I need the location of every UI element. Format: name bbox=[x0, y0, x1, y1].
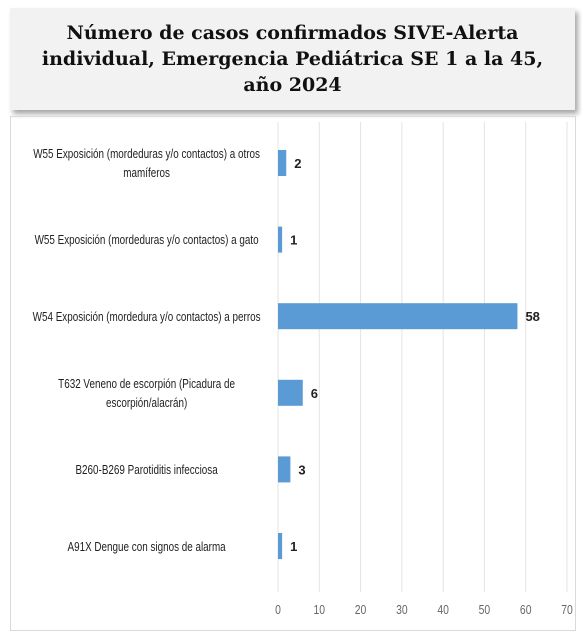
y-tick-label: W55 Exposición (mordeduras y/o contactos… bbox=[33, 146, 260, 180]
x-tick-label: 60 bbox=[520, 603, 532, 617]
chart-title: Número de casos confirmados SIVE-Alerta … bbox=[41, 22, 544, 96]
bar bbox=[278, 379, 303, 406]
x-tick-label: 40 bbox=[437, 603, 449, 617]
title-box: Número de casos confirmados SIVE-Alerta … bbox=[10, 8, 575, 110]
x-tick-label: 20 bbox=[355, 603, 367, 617]
bar bbox=[278, 226, 283, 253]
bar bbox=[278, 456, 291, 483]
plot-frame bbox=[10, 116, 576, 631]
x-tick-label: 10 bbox=[314, 603, 326, 617]
value-label: 1 bbox=[290, 233, 297, 248]
value-label: 2 bbox=[294, 156, 301, 171]
bar bbox=[278, 150, 287, 176]
y-tick-label: A91X Dengue con signos de alarma bbox=[67, 538, 226, 554]
value-label: 3 bbox=[298, 462, 305, 477]
y-tick-label: W55 Exposición (mordeduras y/o contactos… bbox=[34, 232, 259, 248]
x-tick-label: 30 bbox=[396, 603, 408, 617]
value-label: 1 bbox=[290, 539, 297, 554]
x-tick-label: 0 bbox=[275, 603, 281, 617]
y-tick-label: W54 Exposición (mordedura y/o contactos)… bbox=[32, 308, 261, 324]
value-label: 6 bbox=[311, 386, 318, 401]
bar bbox=[278, 303, 518, 330]
y-tick-label: B260-B269 Parotiditis infecciosa bbox=[75, 461, 218, 477]
y-tick-label: T632 Veneno de escorpión (Picadura de es… bbox=[58, 375, 236, 410]
x-tick-label: 50 bbox=[479, 603, 491, 617]
x-tick-label: 70 bbox=[561, 603, 573, 617]
value-label: 58 bbox=[525, 309, 539, 324]
bar bbox=[278, 533, 283, 559]
